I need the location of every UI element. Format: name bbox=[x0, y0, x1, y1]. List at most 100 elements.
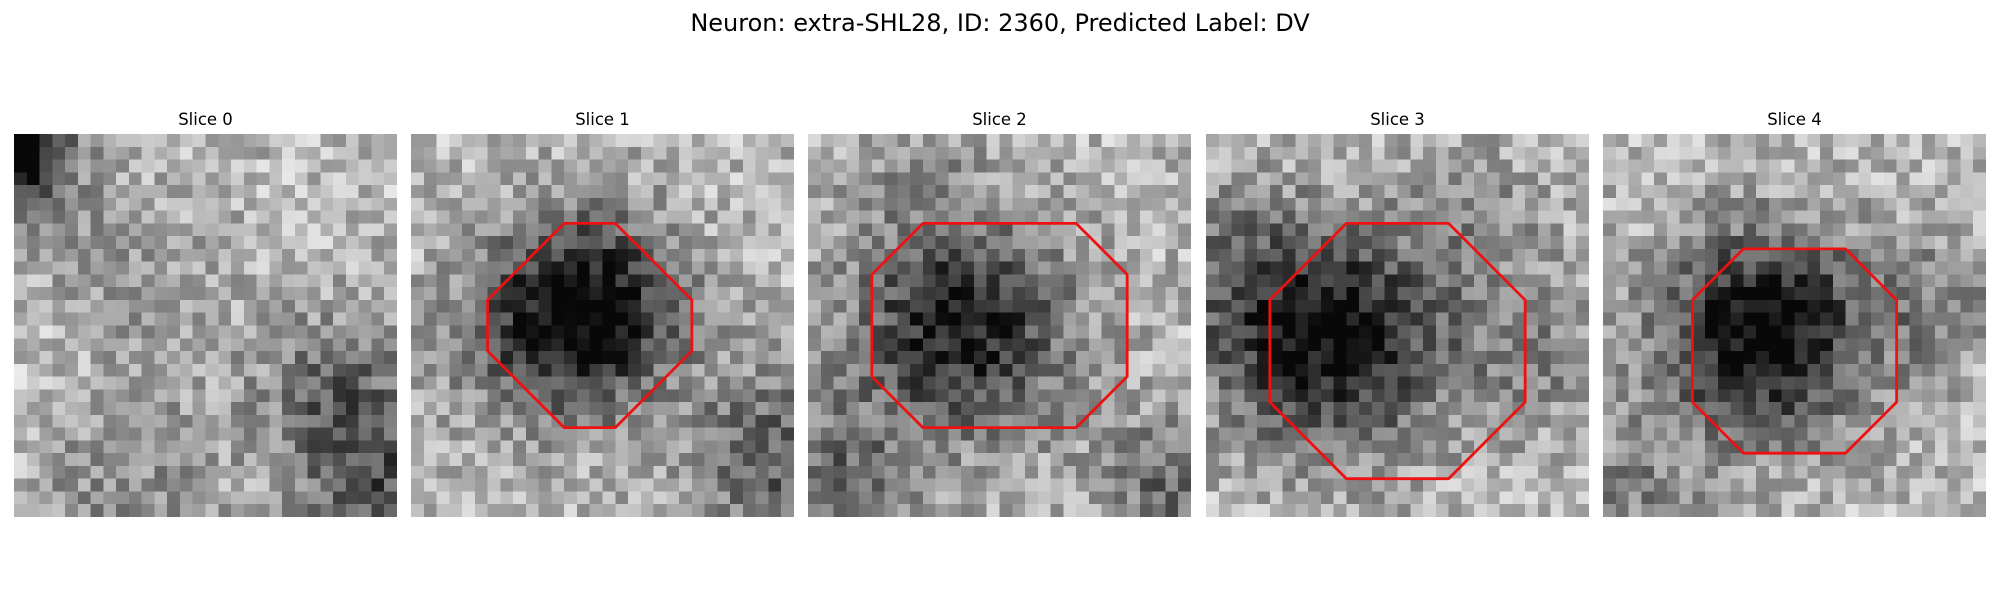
pixel bbox=[1076, 363, 1090, 378]
pixel bbox=[1333, 134, 1347, 148]
pixel bbox=[282, 134, 296, 148]
pixel bbox=[1269, 389, 1284, 403]
pixel bbox=[1960, 248, 1974, 263]
pixel bbox=[576, 491, 591, 505]
slice-panel-1: Slice 1 bbox=[411, 108, 794, 521]
pixel bbox=[1537, 338, 1552, 352]
pixel bbox=[39, 236, 53, 250]
pixel bbox=[1063, 210, 1077, 224]
pixel bbox=[449, 427, 463, 441]
pixel bbox=[961, 146, 975, 161]
pixel bbox=[717, 414, 731, 429]
pixel bbox=[1461, 325, 1475, 339]
pixel bbox=[1346, 312, 1360, 327]
pixel bbox=[538, 185, 552, 199]
pixel bbox=[1012, 274, 1026, 288]
pixel bbox=[1165, 351, 1179, 365]
pixel bbox=[103, 185, 117, 199]
pixel bbox=[1346, 338, 1360, 352]
pixel bbox=[333, 287, 347, 301]
pixel bbox=[1269, 351, 1284, 365]
pixel bbox=[1615, 172, 1630, 186]
pixel bbox=[436, 299, 450, 314]
pixel bbox=[1922, 465, 1936, 480]
pixel bbox=[1512, 274, 1526, 288]
pixel bbox=[742, 504, 757, 517]
pixel bbox=[1550, 299, 1564, 314]
pixel bbox=[320, 223, 334, 237]
pixel bbox=[948, 325, 962, 339]
pixel bbox=[1499, 146, 1513, 161]
pixel bbox=[1832, 363, 1847, 378]
pixel bbox=[1050, 491, 1064, 505]
pixel bbox=[1909, 248, 1923, 263]
pixel bbox=[1730, 172, 1744, 186]
pixel bbox=[897, 146, 911, 161]
pixel bbox=[1461, 185, 1475, 199]
pixel bbox=[384, 146, 397, 161]
pixel bbox=[345, 402, 360, 416]
slice-title: Slice 0 bbox=[178, 110, 233, 129]
pixel bbox=[256, 338, 270, 352]
pixel bbox=[1756, 287, 1770, 301]
pixel bbox=[820, 261, 835, 275]
pixel bbox=[1114, 287, 1128, 301]
pixel bbox=[1076, 389, 1090, 403]
pixel bbox=[1692, 427, 1706, 441]
pixel bbox=[423, 223, 438, 237]
pixel bbox=[538, 351, 552, 365]
pixel bbox=[1756, 172, 1770, 186]
pixel bbox=[679, 440, 693, 454]
pixel bbox=[1346, 504, 1360, 517]
pixel bbox=[320, 261, 334, 275]
pixel bbox=[973, 248, 988, 263]
pixel bbox=[1486, 159, 1501, 173]
pixel bbox=[1756, 325, 1770, 339]
pixel bbox=[1025, 210, 1039, 224]
pixel bbox=[487, 274, 501, 288]
pixel bbox=[154, 389, 168, 403]
pixel bbox=[1654, 338, 1668, 352]
pixel bbox=[1705, 363, 1719, 378]
pixel bbox=[704, 159, 718, 173]
pixel bbox=[1423, 363, 1437, 378]
pixel bbox=[243, 248, 258, 263]
pixel bbox=[1359, 491, 1373, 505]
pixel bbox=[1871, 363, 1885, 378]
pixel bbox=[1076, 312, 1090, 327]
pixel bbox=[1050, 299, 1064, 314]
pixel bbox=[487, 261, 501, 275]
pixel bbox=[1333, 172, 1347, 186]
pixel bbox=[679, 159, 693, 173]
pixel bbox=[256, 236, 270, 250]
pixel bbox=[1960, 427, 1974, 441]
pixel bbox=[538, 389, 552, 403]
pixel bbox=[1461, 402, 1475, 416]
pixel bbox=[39, 427, 53, 441]
pixel bbox=[333, 261, 347, 275]
pixel bbox=[653, 325, 667, 339]
pixel bbox=[910, 236, 924, 250]
pixel bbox=[1359, 287, 1373, 301]
pixel bbox=[1679, 134, 1693, 148]
pixel bbox=[14, 325, 28, 339]
pixel bbox=[1666, 478, 1681, 492]
pixel bbox=[589, 248, 604, 263]
pixel bbox=[820, 376, 835, 390]
pixel bbox=[65, 274, 79, 288]
pixel bbox=[1127, 402, 1141, 416]
pixel bbox=[999, 402, 1013, 416]
pixel bbox=[1178, 172, 1191, 186]
pixel bbox=[1114, 248, 1128, 263]
pixel bbox=[1165, 210, 1179, 224]
pixel bbox=[1486, 440, 1501, 454]
pixel bbox=[1244, 210, 1258, 224]
pixel bbox=[500, 427, 514, 441]
pixel bbox=[77, 312, 92, 327]
pixel bbox=[1050, 185, 1064, 199]
pixel bbox=[1244, 134, 1258, 148]
pixel bbox=[1692, 504, 1706, 517]
pixel bbox=[755, 261, 769, 275]
pixel bbox=[1101, 299, 1115, 314]
pixel bbox=[1088, 376, 1103, 390]
